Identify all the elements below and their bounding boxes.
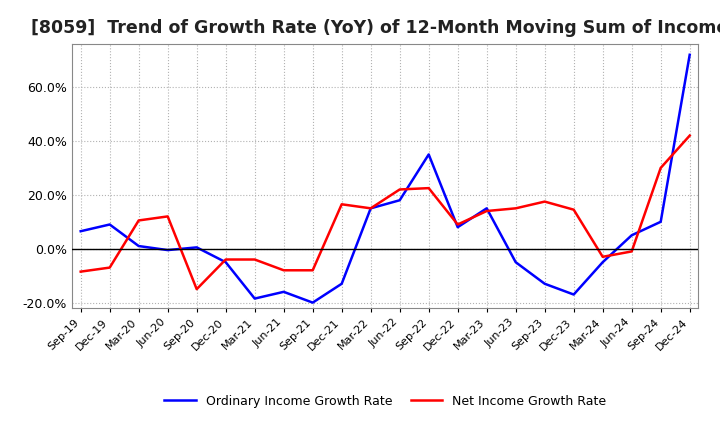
Net Income Growth Rate [424,186,433,191]
Ordinary Income Growth Rate [511,260,520,265]
Line: Ordinary Income Growth Rate: Ordinary Income Growth Rate [81,55,690,303]
Net Income Growth Rate [135,218,143,223]
Ordinary Income Growth Rate [454,224,462,230]
Net Income Growth Rate [395,187,404,192]
Net Income Growth Rate [454,222,462,227]
Net Income Growth Rate [163,214,172,219]
Net Income Growth Rate [76,269,85,274]
Ordinary Income Growth Rate [192,245,201,250]
Ordinary Income Growth Rate [338,281,346,286]
Ordinary Income Growth Rate [598,260,607,265]
Net Income Growth Rate [308,268,317,273]
Net Income Growth Rate [482,209,491,214]
Ordinary Income Growth Rate [657,219,665,224]
Net Income Growth Rate [511,205,520,211]
Ordinary Income Growth Rate [105,222,114,227]
Ordinary Income Growth Rate [76,229,85,234]
Ordinary Income Growth Rate [395,198,404,203]
Ordinary Income Growth Rate [221,260,230,265]
Net Income Growth Rate [221,257,230,262]
Net Income Growth Rate [541,199,549,204]
Ordinary Income Growth Rate [279,289,288,294]
Ordinary Income Growth Rate [627,233,636,238]
Ordinary Income Growth Rate [163,247,172,253]
Net Income Growth Rate [251,257,259,262]
Ordinary Income Growth Rate [308,300,317,305]
Net Income Growth Rate [685,133,694,138]
Net Income Growth Rate [657,165,665,171]
Ordinary Income Growth Rate [251,296,259,301]
Ordinary Income Growth Rate [366,205,375,211]
Net Income Growth Rate [279,268,288,273]
Net Income Growth Rate [366,205,375,211]
Net Income Growth Rate [570,207,578,213]
Net Income Growth Rate [627,249,636,254]
Net Income Growth Rate [105,265,114,270]
Title: [8059]  Trend of Growth Rate (YoY) of 12-Month Moving Sum of Incomes: [8059] Trend of Growth Rate (YoY) of 12-… [32,19,720,37]
Ordinary Income Growth Rate [135,243,143,249]
Net Income Growth Rate [338,202,346,207]
Ordinary Income Growth Rate [570,292,578,297]
Ordinary Income Growth Rate [482,205,491,211]
Ordinary Income Growth Rate [424,152,433,157]
Ordinary Income Growth Rate [685,52,694,57]
Legend: Ordinary Income Growth Rate, Net Income Growth Rate: Ordinary Income Growth Rate, Net Income … [159,390,611,413]
Ordinary Income Growth Rate [541,281,549,286]
Line: Net Income Growth Rate: Net Income Growth Rate [81,136,690,289]
Net Income Growth Rate [192,286,201,292]
Net Income Growth Rate [598,254,607,260]
